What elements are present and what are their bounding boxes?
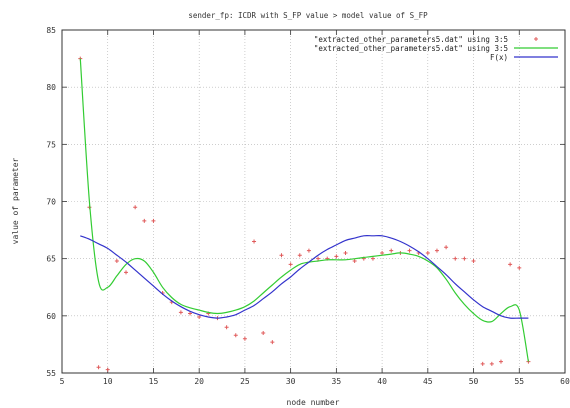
data-point: [188, 311, 193, 316]
data-point: [407, 248, 412, 253]
x-tick-label: 5: [60, 377, 65, 386]
data-point: [142, 218, 147, 223]
data-point: [498, 359, 503, 364]
data-point: [242, 336, 247, 341]
x-tick-label: 40: [377, 377, 387, 386]
series-smooth: [79, 58, 529, 362]
data-point: [343, 250, 348, 255]
data-point: [114, 258, 119, 263]
data-point: [96, 365, 101, 370]
y-tick-label: 70: [46, 198, 56, 207]
legend-point-swatch: [534, 37, 538, 41]
data-point: [480, 361, 485, 366]
data-point: [352, 258, 357, 263]
data-point: [306, 248, 311, 253]
data-point: [508, 262, 513, 267]
legend-label: "extracted_other_parameters5.dat" using …: [314, 35, 508, 44]
data-point: [471, 258, 476, 263]
x-axis-label: node number: [287, 398, 340, 407]
legend-label: "extracted_other_parameters5.dat" using …: [314, 44, 508, 53]
x-tick-label: 60: [560, 377, 570, 386]
data-point: [434, 248, 439, 253]
data-point: [133, 205, 138, 210]
data-point: [453, 256, 458, 261]
y-tick-label: 55: [46, 369, 56, 378]
data-point: [489, 361, 494, 366]
series-line-fit: [80, 235, 529, 319]
data-point: [334, 254, 339, 259]
data-point: [444, 245, 449, 250]
data-point: [288, 262, 293, 267]
series-line-smooth: [79, 58, 529, 362]
x-tick-label: 55: [514, 377, 524, 386]
x-tick-label: 20: [194, 377, 204, 386]
x-tick-label: 30: [286, 377, 296, 386]
y-axis-label: value of parameter: [11, 157, 20, 244]
data-point: [316, 256, 321, 261]
y-tick-label: 60: [46, 312, 56, 321]
data-point: [380, 250, 385, 255]
data-point: [233, 333, 238, 338]
y-tick-label: 65: [46, 255, 56, 264]
data-point: [124, 270, 129, 275]
y-tick-label: 85: [46, 26, 56, 35]
x-tick-label: 45: [423, 377, 433, 386]
y-tick-label: 75: [46, 140, 56, 149]
data-point: [279, 253, 284, 258]
data-point: [151, 218, 156, 223]
axis-ticks: 5 10 15 20 25 30 35 40 45 50 55 60 55 60 65 70 75 80 85: [46, 26, 570, 386]
data-point: [517, 265, 522, 270]
data-point: [370, 256, 375, 261]
x-tick-label: 50: [469, 377, 479, 386]
data-point: [252, 239, 257, 244]
data-point: [261, 330, 266, 335]
gridlines: [62, 30, 565, 373]
series-points: [78, 56, 531, 372]
x-tick-label: 15: [149, 377, 159, 386]
data-point: [178, 310, 183, 315]
data-point: [197, 314, 202, 319]
data-point: [389, 248, 394, 253]
chart-title: sender_fp: ICDR with S_FP value > model …: [188, 11, 428, 20]
data-point: [270, 340, 275, 345]
data-point: [297, 253, 302, 258]
x-tick-label: 35: [332, 377, 342, 386]
data-point: [462, 256, 467, 261]
x-tick-label: 10: [103, 377, 113, 386]
series-layer: [78, 56, 531, 372]
legend: "extracted_other_parameters5.dat" using …: [314, 35, 558, 62]
data-point: [425, 250, 430, 255]
y-tick-label: 80: [46, 83, 56, 92]
data-point: [224, 325, 229, 330]
x-tick-label: 25: [240, 377, 250, 386]
legend-label: F(x): [490, 53, 508, 62]
series-fit: [80, 235, 529, 319]
data-point: [105, 367, 110, 372]
